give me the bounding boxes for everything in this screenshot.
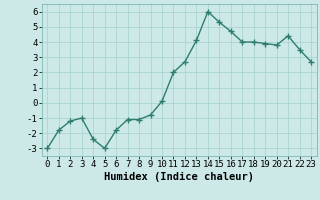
X-axis label: Humidex (Indice chaleur): Humidex (Indice chaleur) xyxy=(104,172,254,182)
